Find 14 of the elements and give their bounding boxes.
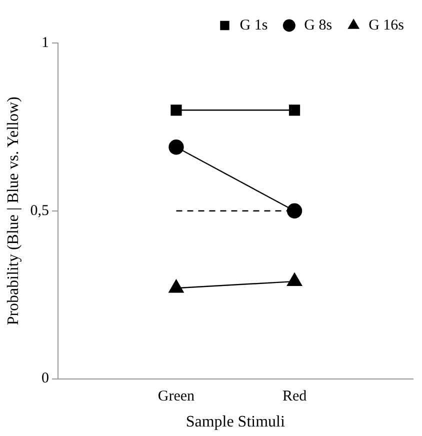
x-tick-label: Green bbox=[158, 388, 196, 405]
point bbox=[286, 203, 302, 218]
y-tick-label: 0,5 bbox=[30, 202, 49, 219]
x-tick-label: Red bbox=[282, 388, 308, 405]
legend-label: G 16s bbox=[368, 17, 404, 34]
x-axis-title: Sample Stimuli bbox=[186, 414, 286, 431]
y-tick-label: 1 bbox=[41, 34, 49, 51]
point bbox=[170, 104, 182, 116]
y-tick-label: 0 bbox=[41, 370, 49, 387]
point bbox=[288, 104, 300, 116]
y-axis-title: Probability (Blue | Blue vs. Yellow) bbox=[4, 96, 22, 326]
point bbox=[168, 140, 184, 155]
legend-label: G 1s bbox=[240, 17, 268, 34]
legend-label: G 8s bbox=[304, 17, 332, 34]
